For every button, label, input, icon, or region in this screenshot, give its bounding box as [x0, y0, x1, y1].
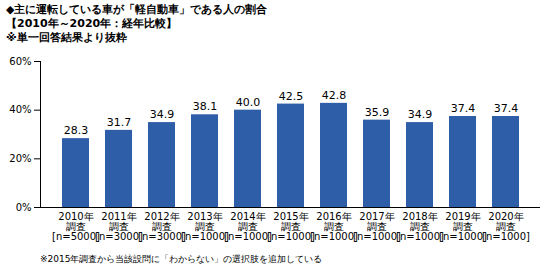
svg-text:2010年調査[n=5000]: 2010年調査[n=5000]	[52, 211, 100, 242]
html-text:【2010年～2020年：経年比較】: 【2010年～2020年：経年比較】	[6, 17, 178, 30]
svg-text:2011年調査[n=3000]: 2011年調査[n=3000]	[95, 211, 143, 242]
svg-text:20%: 20%	[9, 153, 31, 164]
svg-text:2012年調査[n=3000]: 2012年調査[n=3000]	[138, 211, 186, 242]
svg-text:2019年調査[n=1000]: 2019年調査[n=1000]	[439, 211, 487, 242]
svg-text:35.9: 35.9	[365, 106, 390, 119]
svg-text:34.9: 34.9	[150, 108, 175, 121]
html-text:※2015年調査から当該設問に「わからない」の選択肢を追加し: ※2015年調査から当該設問に「わからない」の選択肢を追加している	[40, 254, 323, 264]
svg-text:2017年調査[n=1000]: 2017年調査[n=1000]	[353, 211, 401, 242]
svg-text:37.4: 37.4	[451, 102, 476, 115]
svg-text:31.7: 31.7	[107, 116, 132, 129]
html-text:※単一回答結果より抜粋: ※単一回答結果より抜粋	[6, 31, 127, 44]
svg-text:2016年調査[n=1000]: 2016年調査[n=1000]	[310, 211, 358, 242]
svg-text:2015年調査[n=1000]: 2015年調査[n=1000]	[267, 211, 315, 242]
svg-text:2020年調査[n=1000]: 2020年調査[n=1000]	[482, 211, 530, 242]
svg-text:37.4: 37.4	[494, 102, 519, 115]
svg-text:40.0: 40.0	[236, 96, 261, 109]
html-text:◆主に運転している車が「軽自動車」である人の割合: ◆主に運転している車が「軽自動車」である人の割合	[6, 3, 268, 16]
svg-text:2013年調査[n=1000]: 2013年調査[n=1000]	[181, 211, 229, 242]
svg-text:2018年調査[n=1000]: 2018年調査[n=1000]	[396, 211, 444, 242]
svg-text:0%: 0%	[16, 202, 32, 213]
svg-text:34.9: 34.9	[408, 108, 433, 121]
svg-text:2014年調査[n=1000]: 2014年調査[n=1000]	[224, 211, 272, 242]
svg-text:38.1: 38.1	[193, 100, 218, 113]
svg-text:42.5: 42.5	[279, 90, 304, 103]
svg-text:42.8: 42.8	[322, 89, 347, 102]
svg-text:28.3: 28.3	[64, 124, 89, 137]
svg-text:40%: 40%	[9, 104, 31, 115]
svg-text:60%: 60%	[9, 56, 31, 67]
